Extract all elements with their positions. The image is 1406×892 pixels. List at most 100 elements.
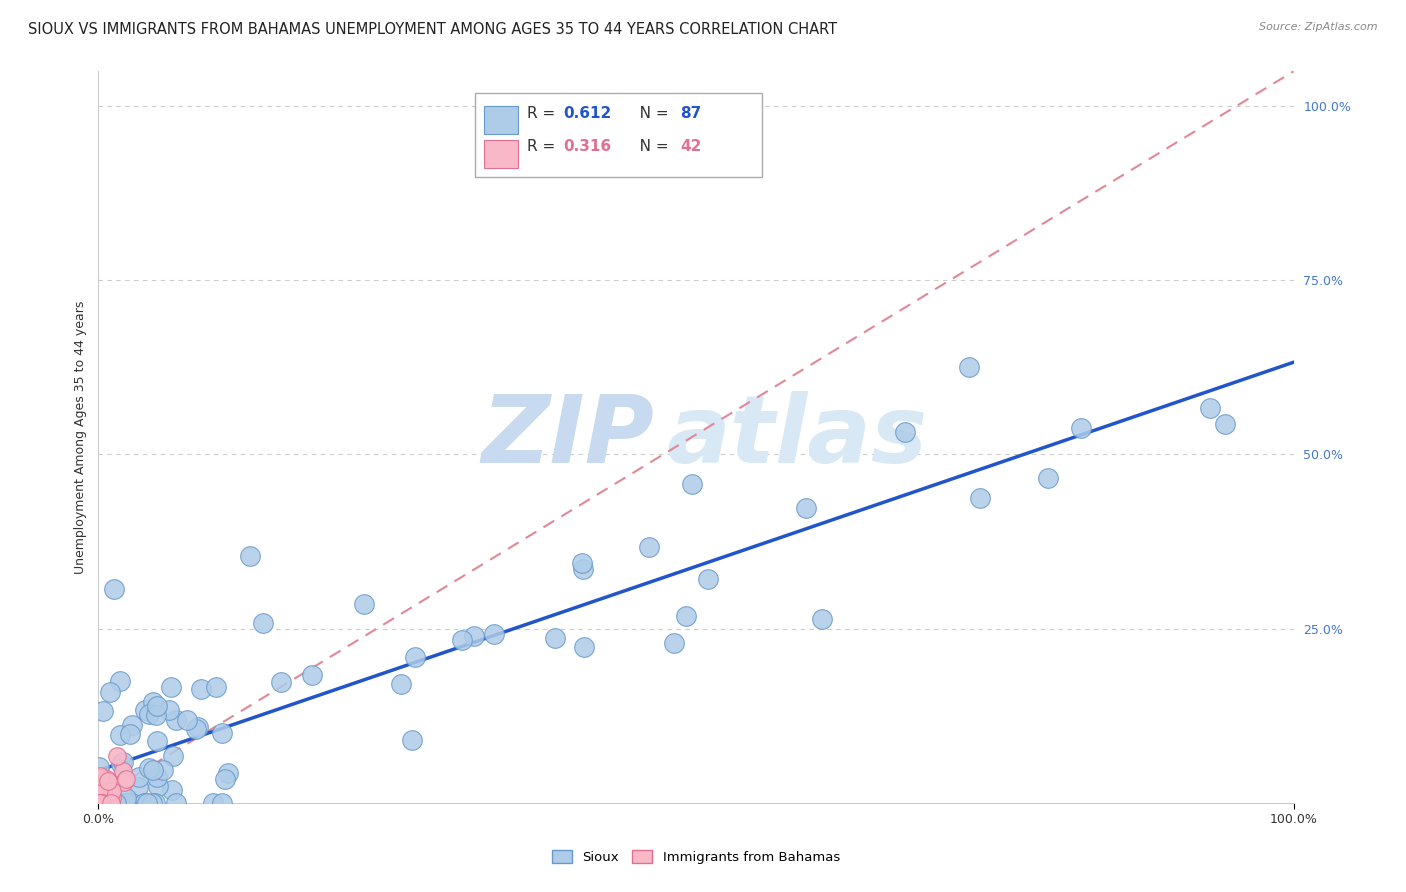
Point <box>91 783 114 797</box>
FancyBboxPatch shape <box>475 94 762 178</box>
Point <box>93 778 115 792</box>
Point <box>270 675 292 690</box>
Point <box>811 612 834 626</box>
Text: R =: R = <box>527 139 561 154</box>
Point <box>89 796 111 810</box>
Point <box>91 776 114 790</box>
Point <box>91 704 114 718</box>
Point <box>110 756 132 771</box>
Point <box>89 772 111 786</box>
Point <box>118 727 141 741</box>
Point <box>90 782 112 797</box>
Point <box>89 796 111 810</box>
Text: 0.612: 0.612 <box>564 106 612 121</box>
Point <box>115 790 138 805</box>
Point <box>93 796 115 810</box>
Point <box>98 784 121 798</box>
Point <box>111 756 134 770</box>
Point <box>143 796 166 810</box>
Point <box>1070 420 1092 434</box>
Point <box>401 733 423 747</box>
Text: 42: 42 <box>681 139 702 154</box>
Point <box>239 549 262 564</box>
Point <box>108 728 131 742</box>
Point <box>89 796 111 810</box>
Point <box>94 786 117 800</box>
Point <box>94 796 117 810</box>
Point <box>484 627 506 641</box>
Point <box>98 685 121 699</box>
Point <box>162 748 184 763</box>
Point <box>1036 471 1059 485</box>
Point <box>100 796 122 810</box>
Point <box>90 796 112 810</box>
Point <box>146 779 169 793</box>
Point <box>121 796 143 810</box>
Point <box>93 796 115 810</box>
Point <box>145 770 167 784</box>
Point <box>108 673 131 688</box>
Point <box>112 774 135 789</box>
Point <box>184 722 207 736</box>
Point <box>794 501 817 516</box>
Point <box>89 783 111 797</box>
Point <box>89 796 111 810</box>
Point <box>145 734 167 748</box>
Point <box>97 774 120 789</box>
Point <box>211 726 233 740</box>
Point <box>103 582 125 596</box>
Point <box>957 359 980 374</box>
Point <box>544 631 567 645</box>
Point <box>165 713 187 727</box>
Point <box>98 784 121 798</box>
Point <box>353 598 375 612</box>
Point <box>101 789 124 804</box>
Point <box>138 760 160 774</box>
Point <box>141 763 163 777</box>
Point <box>105 796 128 810</box>
Point <box>103 796 125 810</box>
Point <box>152 764 174 778</box>
Point <box>389 677 412 691</box>
Text: 87: 87 <box>681 106 702 121</box>
Point <box>89 792 111 806</box>
Point <box>91 782 114 797</box>
Point <box>211 796 233 810</box>
Point <box>252 616 274 631</box>
Point <box>132 796 155 810</box>
Point <box>138 706 160 721</box>
Point <box>135 796 157 810</box>
Point <box>165 796 187 810</box>
Point <box>89 769 111 783</box>
Legend: Sioux, Immigrants from Bahamas: Sioux, Immigrants from Bahamas <box>547 845 845 870</box>
Point <box>87 783 110 797</box>
Point <box>145 708 167 723</box>
Point <box>105 749 128 764</box>
Text: Source: ZipAtlas.com: Source: ZipAtlas.com <box>1260 22 1378 32</box>
Point <box>94 796 117 810</box>
Point <box>187 720 209 734</box>
Point <box>96 772 118 786</box>
Point <box>90 786 112 800</box>
Point <box>1213 417 1236 431</box>
Y-axis label: Unemployment Among Ages 35 to 44 years: Unemployment Among Ages 35 to 44 years <box>75 301 87 574</box>
Point <box>100 784 122 798</box>
Text: atlas: atlas <box>666 391 928 483</box>
Point <box>190 681 212 696</box>
Point <box>204 680 226 694</box>
Point <box>404 650 426 665</box>
Point <box>128 770 150 784</box>
Point <box>301 668 323 682</box>
Point <box>1198 401 1220 415</box>
Point <box>93 784 115 798</box>
Point <box>87 796 110 810</box>
Text: N =: N = <box>626 139 673 154</box>
Point <box>142 695 165 709</box>
Point <box>463 629 485 643</box>
FancyBboxPatch shape <box>485 140 517 168</box>
Point <box>90 796 112 810</box>
Point <box>105 796 128 810</box>
Point <box>97 796 120 810</box>
Point <box>571 556 593 570</box>
Point <box>451 632 474 647</box>
